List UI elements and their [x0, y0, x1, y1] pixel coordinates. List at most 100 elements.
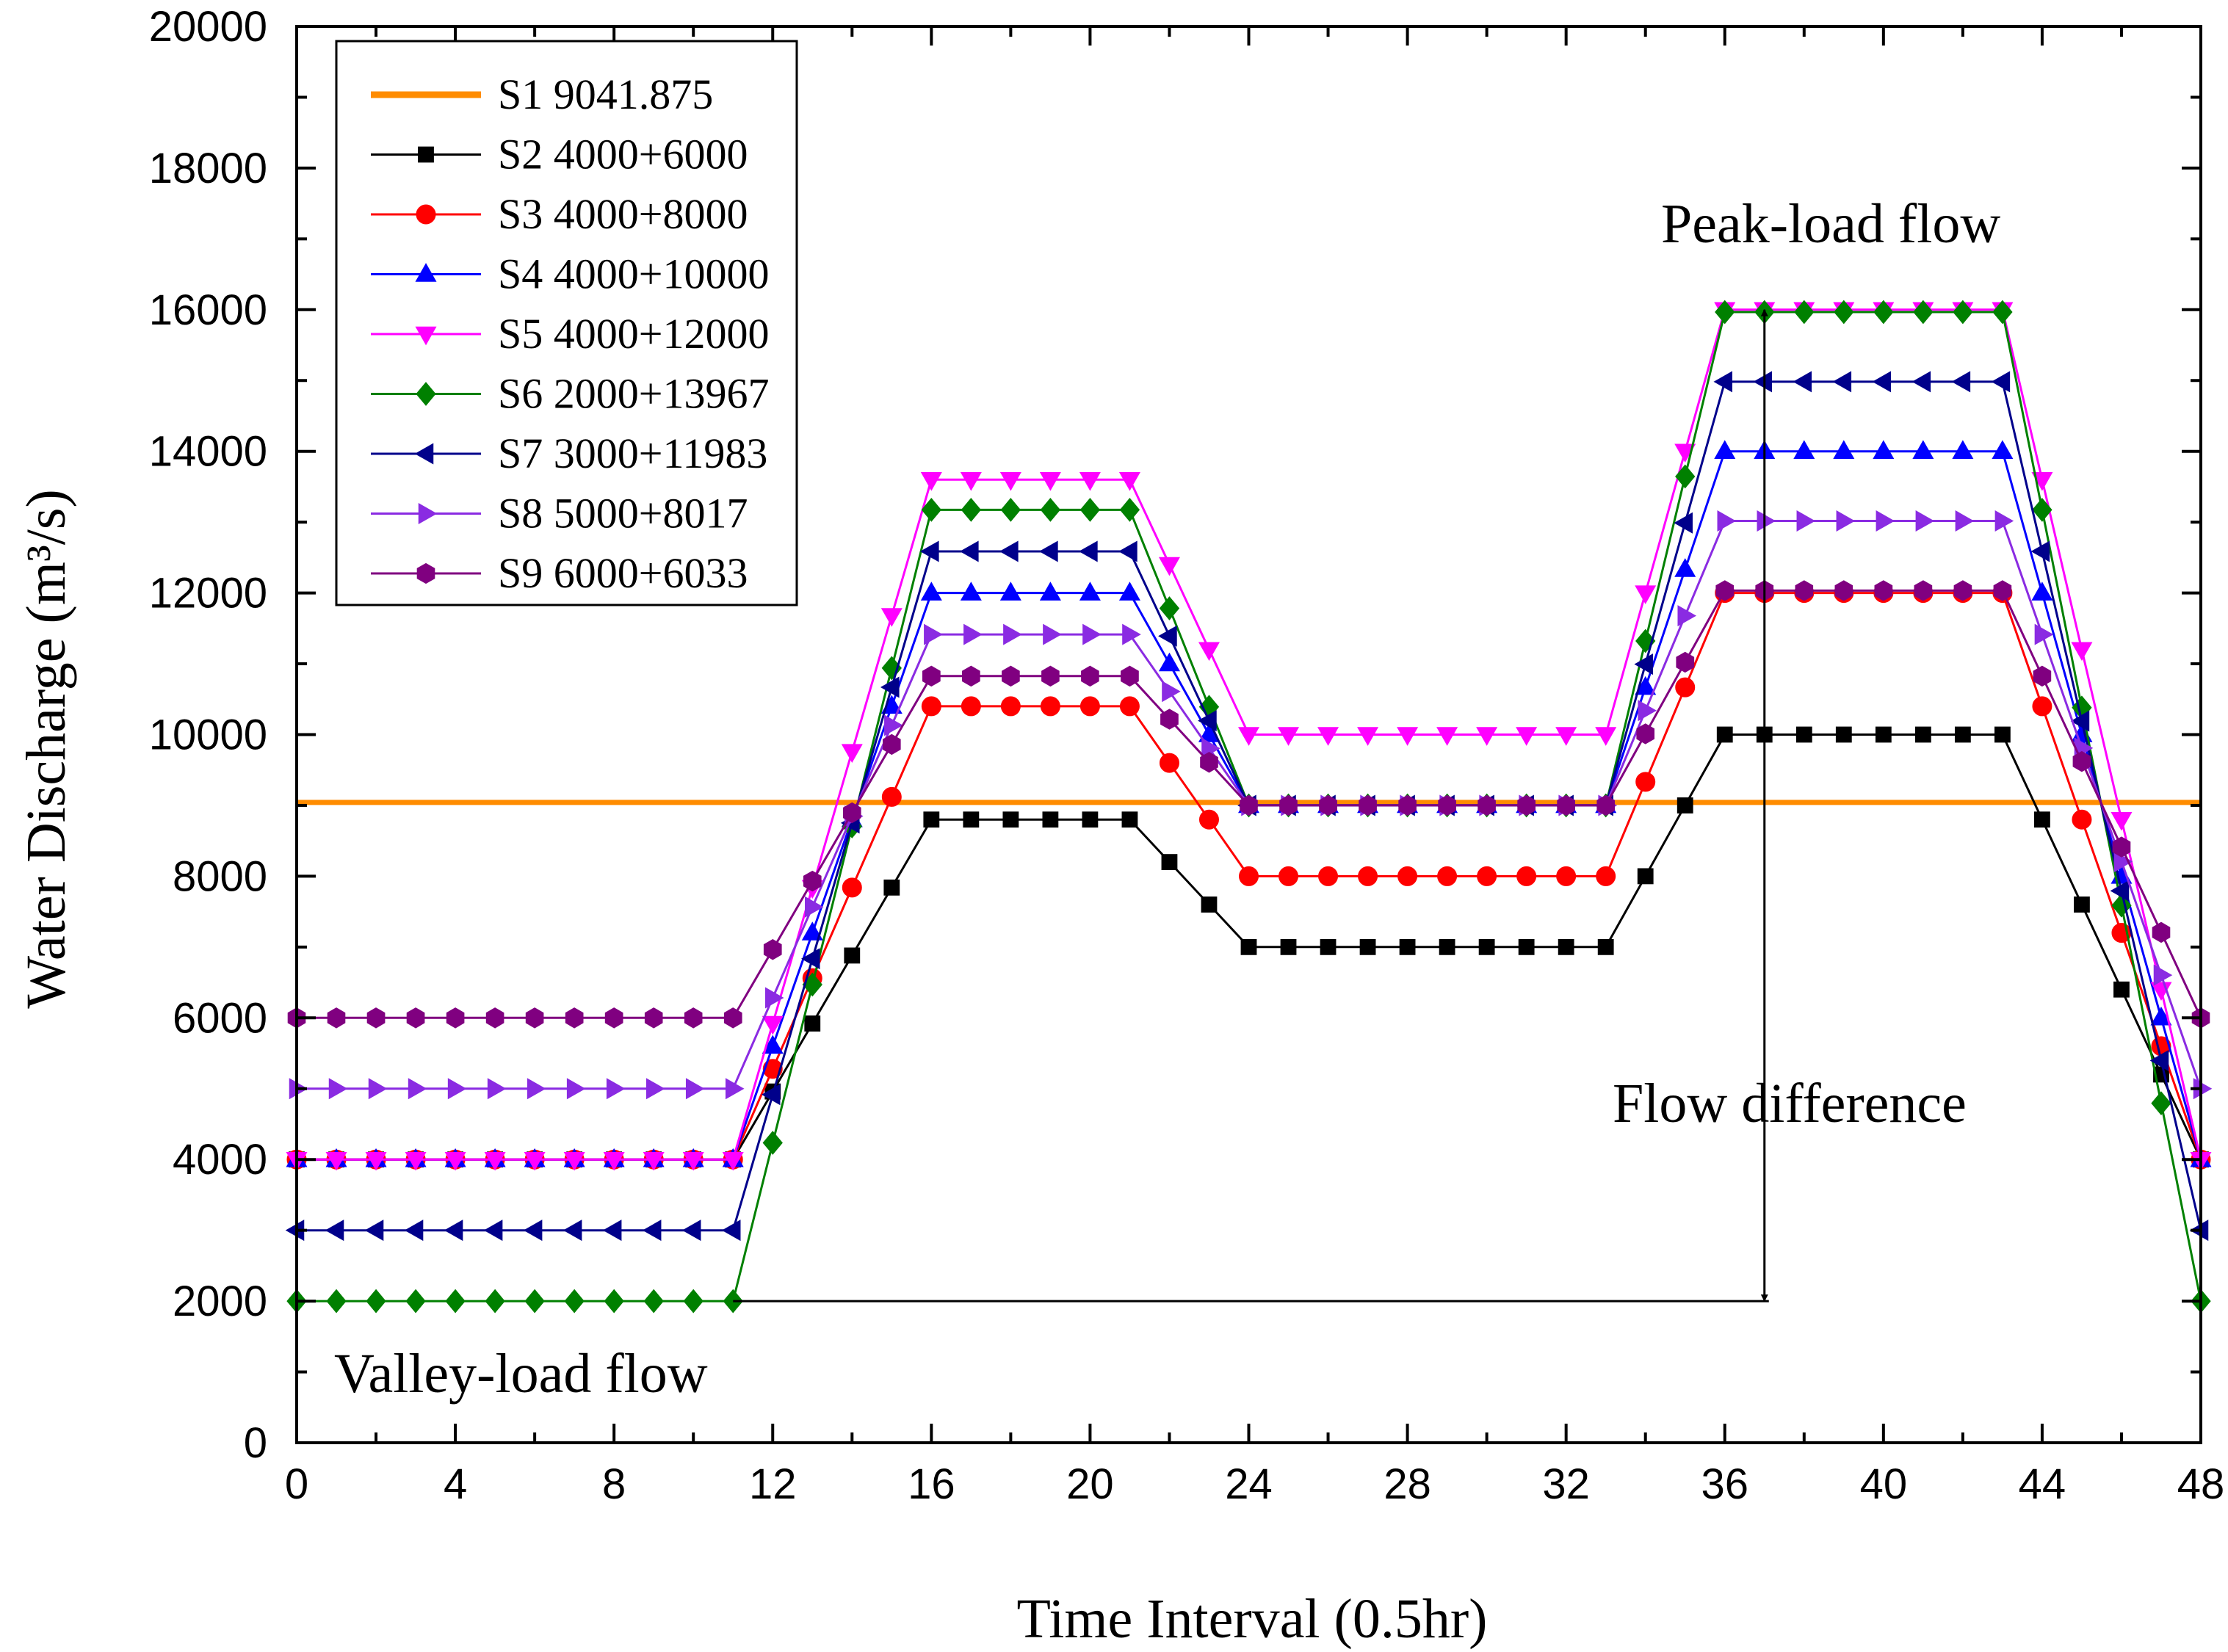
x-tick-label: 16 [908, 1460, 955, 1508]
data-point [1912, 440, 1934, 459]
data-point [524, 1151, 546, 1171]
data-point [1675, 464, 1696, 489]
data-point [723, 1007, 742, 1029]
data-point [1478, 794, 1496, 816]
data-point [999, 472, 1021, 491]
data-point [1875, 726, 1892, 743]
x-tick-label: 24 [1225, 1460, 1273, 1508]
data-point [963, 811, 980, 828]
data-point [325, 1220, 344, 1242]
x-axis-title: Time Interval (0.5hr) [1017, 1588, 1488, 1650]
data-point [1795, 580, 1814, 601]
data-point [1715, 580, 1735, 601]
data-point [1359, 938, 1376, 955]
legend-marker [416, 382, 436, 406]
data-point [1715, 300, 1735, 325]
data-point [1714, 440, 1736, 459]
data-point [1556, 866, 1577, 886]
data-point [762, 1131, 783, 1155]
data-point [960, 472, 982, 491]
data-point [604, 1289, 624, 1314]
data-point [1158, 625, 1177, 647]
data-point [1439, 938, 1455, 955]
data-point [1159, 596, 1180, 620]
data-point [721, 1220, 741, 1242]
data-point [1911, 371, 1931, 393]
data-point [1161, 854, 1178, 871]
legend-entry-9: S9 6000+6033 [371, 549, 748, 597]
data-point [1954, 726, 1971, 743]
data-point [1082, 623, 1102, 645]
data-point [1873, 300, 1894, 325]
data-point [2149, 1049, 2169, 1071]
data-point [761, 1084, 781, 1106]
legend-marker [414, 443, 434, 465]
data-point [1437, 866, 1458, 886]
y-tick-label: 10000 [149, 711, 267, 759]
data-point [762, 1015, 784, 1035]
data-point [962, 665, 980, 687]
data-point [1043, 623, 1062, 645]
legend-marker [415, 326, 437, 346]
data-point [366, 1007, 386, 1029]
legend-marker [418, 146, 434, 163]
data-point [1757, 510, 1776, 532]
data-point [1121, 811, 1138, 828]
data-point [2032, 696, 2052, 717]
data-point [1079, 540, 1098, 562]
annotation-valley-load: Valley-load flow [334, 1343, 708, 1405]
data-point [527, 1078, 546, 1100]
data-point [963, 623, 983, 645]
data-point [1991, 371, 2011, 393]
data-point [1200, 752, 1218, 773]
data-point [1198, 710, 1217, 732]
legend-label: S3 4000+8000 [498, 190, 748, 238]
data-point [920, 582, 942, 601]
data-point [2150, 1006, 2172, 1026]
data-point [1476, 727, 1498, 746]
data-point [804, 1015, 821, 1032]
data-point [1914, 580, 1933, 601]
data-point [644, 1007, 663, 1029]
data-point [1397, 727, 1419, 746]
data-point [924, 623, 943, 645]
data-point [2031, 582, 2053, 601]
data-point [1042, 811, 1059, 828]
data-point [1914, 726, 1931, 743]
data-point [2153, 964, 2173, 986]
data-point [2112, 836, 2131, 858]
data-point [1873, 440, 1895, 459]
data-point [1002, 811, 1019, 828]
data-point [801, 921, 823, 941]
x-tick-label: 40 [1860, 1460, 1908, 1508]
data-point [1955, 510, 1975, 532]
data-point [1635, 585, 1657, 604]
data-point [883, 879, 900, 896]
data-point [722, 1151, 744, 1171]
data-point [920, 540, 939, 562]
legend-marker [415, 263, 437, 282]
data-point [920, 472, 942, 491]
data-point [1915, 510, 1935, 532]
legend-entry-7: S7 3000+11983 [371, 430, 767, 477]
data-point [1279, 794, 1298, 816]
y-tick-label: 14000 [149, 428, 267, 476]
x-tick-label: 28 [1384, 1460, 1431, 1508]
data-point [487, 1078, 507, 1100]
data-point [2034, 623, 2054, 645]
data-point [1478, 938, 1495, 955]
data-point [1119, 497, 1140, 522]
data-point [1951, 371, 1971, 393]
data-point [1040, 497, 1061, 522]
data-point [1516, 866, 1537, 886]
data-point [563, 1220, 582, 1242]
data-point [883, 733, 901, 756]
data-point [2111, 811, 2133, 831]
data-point [1876, 510, 1895, 532]
data-point [445, 1289, 466, 1314]
data-point [1436, 727, 1458, 746]
data-point [1638, 700, 1657, 722]
data-point [2152, 921, 2171, 943]
data-point [1516, 727, 1538, 746]
data-point [1002, 665, 1020, 687]
